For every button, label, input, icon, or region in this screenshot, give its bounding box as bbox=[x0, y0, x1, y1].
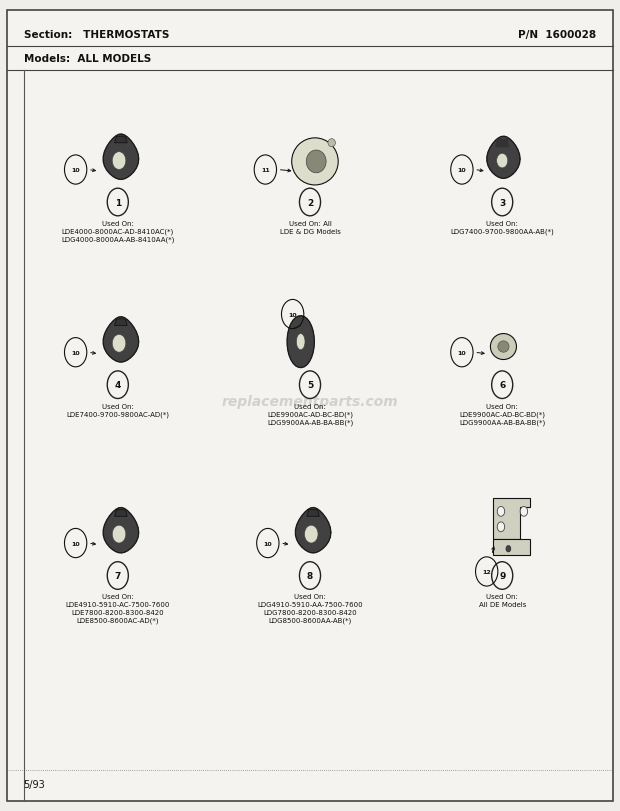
Text: Used On:
LDE7400-9700-9800AC-AD(*): Used On: LDE7400-9700-9800AC-AD(*) bbox=[66, 403, 169, 418]
Ellipse shape bbox=[498, 341, 509, 353]
Text: 11: 11 bbox=[261, 168, 270, 173]
Polygon shape bbox=[104, 317, 139, 363]
Text: Used On:
LDG7400-9700-9800AA-AB(*): Used On: LDG7400-9700-9800AA-AB(*) bbox=[450, 221, 554, 235]
Text: Used On:
LDE4910-5910-AC-7500-7600
LDE7800-8200-8300-8420
LDE8500-8600AC-AD(*): Used On: LDE4910-5910-AC-7500-7600 LDE78… bbox=[66, 594, 170, 624]
Text: 10: 10 bbox=[264, 541, 272, 546]
Text: 8: 8 bbox=[307, 571, 313, 581]
Polygon shape bbox=[104, 135, 139, 180]
Text: 10: 10 bbox=[458, 168, 466, 173]
FancyBboxPatch shape bbox=[7, 11, 613, 801]
Text: 4: 4 bbox=[115, 380, 121, 390]
Polygon shape bbox=[307, 510, 319, 517]
Text: 5/93: 5/93 bbox=[24, 779, 45, 789]
Circle shape bbox=[520, 507, 528, 517]
Text: Used On:
LDE4000-8000AC-AD-8410AC(*)
LDG4000-8000AA-AB-8410AA(*): Used On: LDE4000-8000AC-AD-8410AC(*) LDG… bbox=[61, 221, 174, 243]
Text: Section:   THERMOSTATS: Section: THERMOSTATS bbox=[24, 30, 169, 40]
Text: Used On:
LDG4910-5910-AA-7500-7600
LDG7800-8200-8300-8420
LDG8500-8600AA-AB(*): Used On: LDG4910-5910-AA-7500-7600 LDG78… bbox=[257, 594, 363, 624]
Ellipse shape bbox=[497, 154, 508, 169]
Text: 10: 10 bbox=[458, 350, 466, 355]
Circle shape bbox=[497, 522, 505, 532]
Ellipse shape bbox=[296, 334, 305, 350]
Text: 1: 1 bbox=[115, 198, 121, 208]
Ellipse shape bbox=[112, 152, 126, 170]
Polygon shape bbox=[493, 499, 530, 539]
Text: 10: 10 bbox=[71, 541, 80, 546]
Text: 6: 6 bbox=[499, 380, 505, 390]
Text: 5: 5 bbox=[307, 380, 313, 390]
Text: 3: 3 bbox=[499, 198, 505, 208]
Text: 12: 12 bbox=[482, 569, 491, 574]
Text: 2: 2 bbox=[307, 198, 313, 208]
Polygon shape bbox=[115, 510, 127, 517]
Text: Used On:
LDE9900AC-AD-BC-BD(*)
LDG9900AA-AB-BA-BB(*): Used On: LDE9900AC-AD-BC-BD(*) LDG9900AA… bbox=[459, 403, 546, 426]
Ellipse shape bbox=[291, 139, 339, 186]
Polygon shape bbox=[287, 316, 314, 368]
Text: 10: 10 bbox=[71, 168, 80, 173]
Circle shape bbox=[506, 546, 511, 552]
Text: P/N  1600028: P/N 1600028 bbox=[518, 30, 596, 40]
Text: 10: 10 bbox=[71, 350, 80, 355]
Polygon shape bbox=[104, 508, 139, 553]
Ellipse shape bbox=[112, 526, 126, 543]
Text: Used On: All
LDE & DG Models: Used On: All LDE & DG Models bbox=[280, 221, 340, 234]
Polygon shape bbox=[487, 137, 520, 179]
Ellipse shape bbox=[490, 334, 516, 360]
Text: 7: 7 bbox=[115, 571, 121, 581]
Ellipse shape bbox=[328, 139, 335, 148]
Text: Used On:
All DE Models: Used On: All DE Models bbox=[479, 594, 526, 607]
Ellipse shape bbox=[112, 335, 126, 353]
Circle shape bbox=[497, 507, 505, 517]
Ellipse shape bbox=[306, 151, 326, 174]
Text: Models:  ALL MODELS: Models: ALL MODELS bbox=[24, 54, 151, 64]
Polygon shape bbox=[115, 137, 127, 144]
Text: replacementparts.com: replacementparts.com bbox=[221, 394, 399, 409]
Polygon shape bbox=[115, 320, 127, 326]
Text: 10: 10 bbox=[288, 312, 297, 317]
Text: Used On:
LDE9900AC-AD-BC-BD(*)
LDG9900AA-AB-BA-BB(*): Used On: LDE9900AC-AD-BC-BD(*) LDG9900AA… bbox=[267, 403, 353, 426]
Polygon shape bbox=[493, 539, 530, 556]
Ellipse shape bbox=[304, 526, 318, 543]
Text: 9: 9 bbox=[499, 571, 505, 581]
Polygon shape bbox=[296, 508, 331, 553]
Polygon shape bbox=[496, 140, 508, 148]
